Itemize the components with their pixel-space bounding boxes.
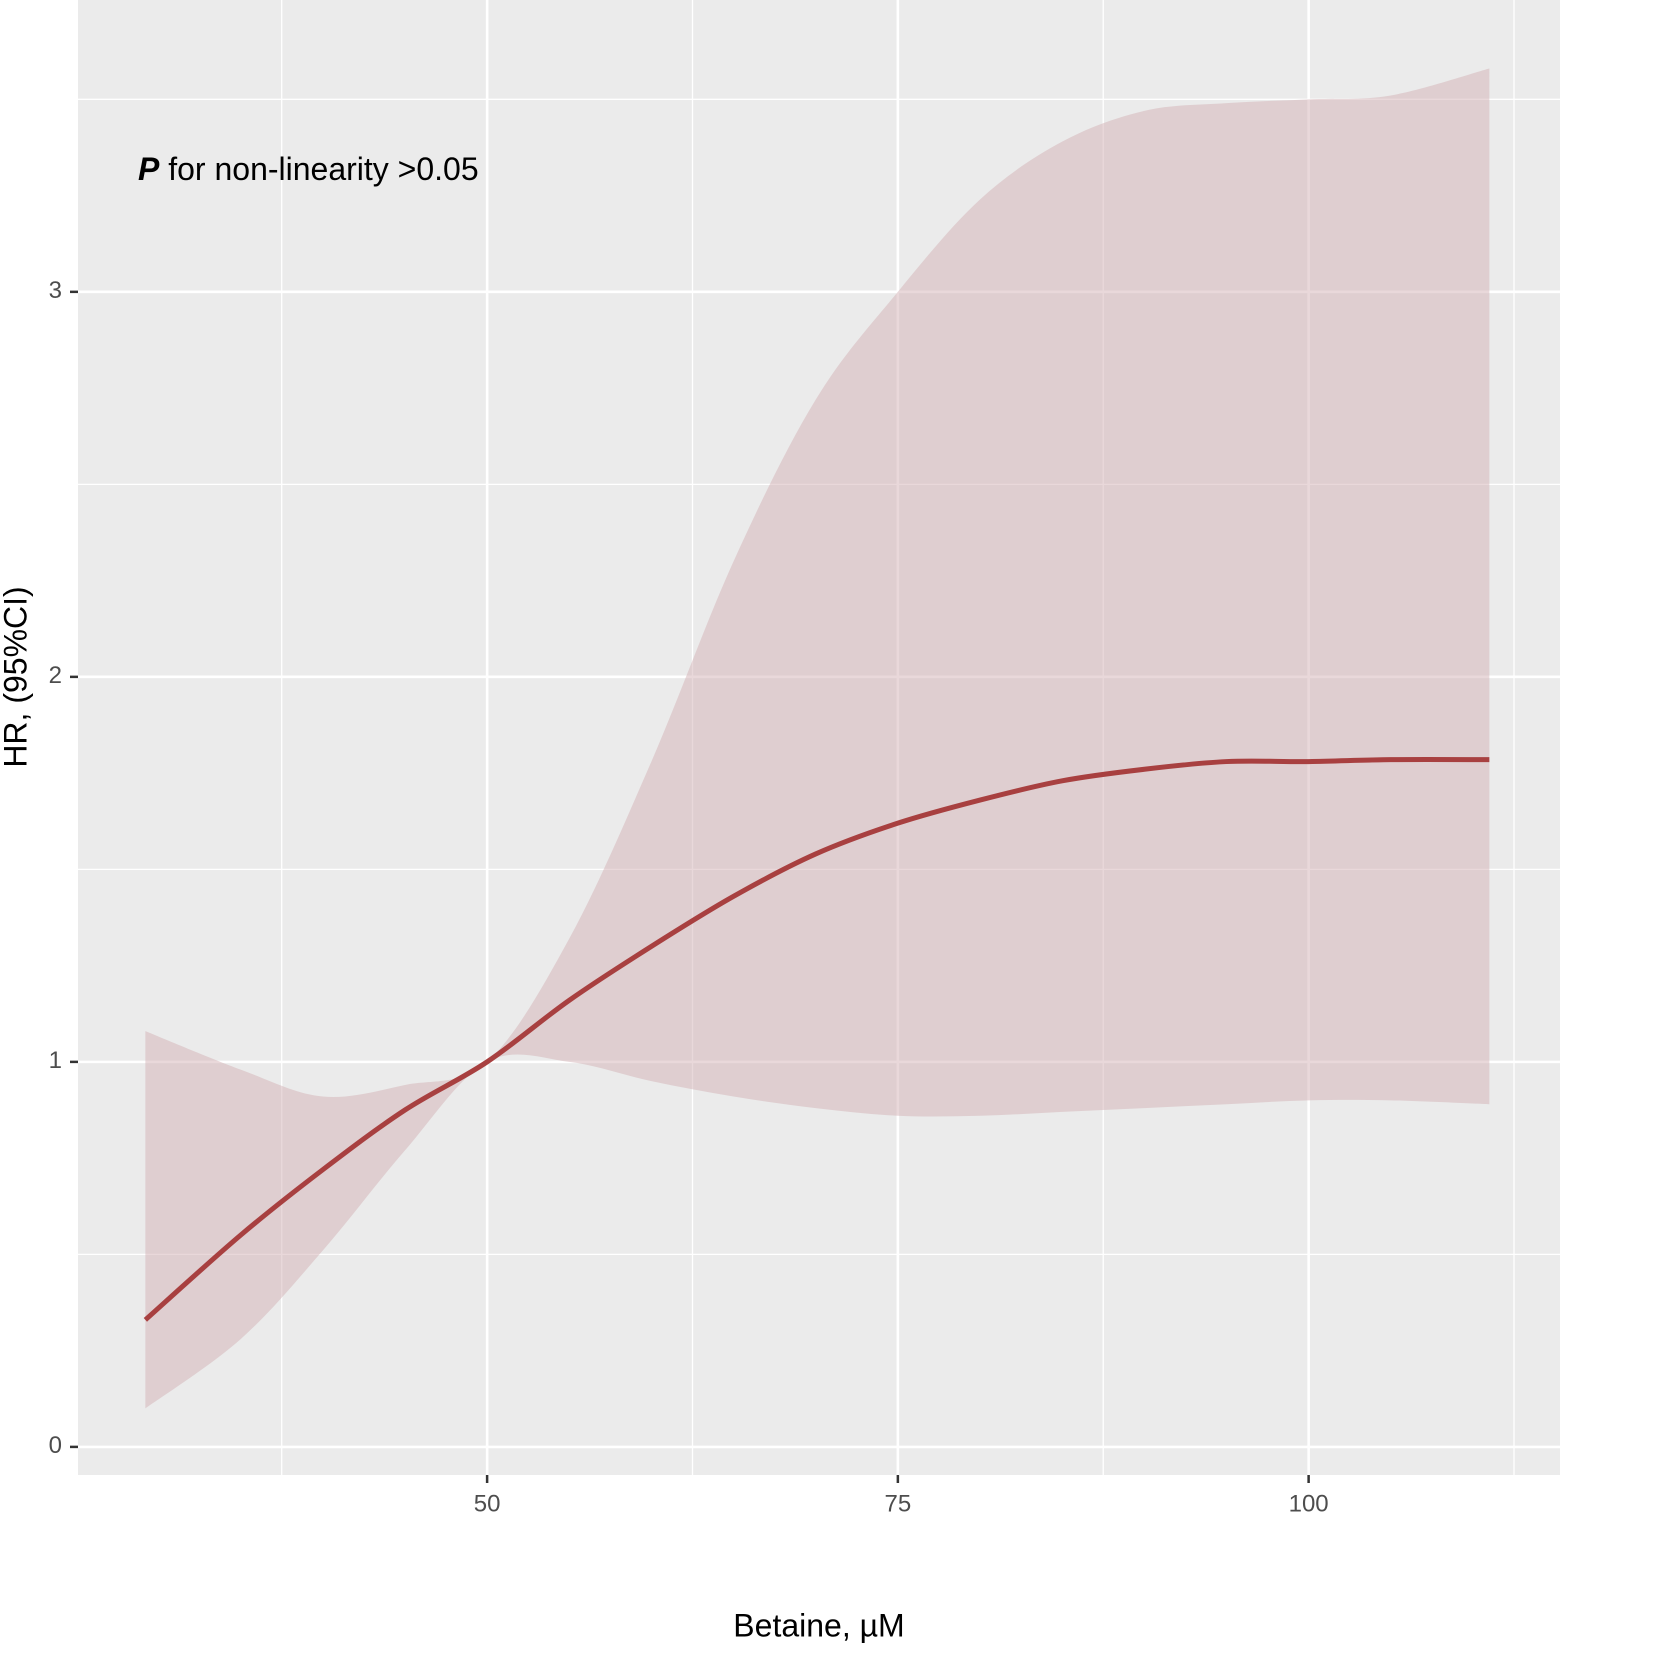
x-tick-label: 75 [885,1490,912,1517]
line [143,756,1490,1322]
y-tick-label: 1 [49,1047,62,1074]
annotation-text: for non-linearity >0.05 [168,151,478,187]
annotation: P for non-linearity >0.05 [138,151,479,187]
x-tick-label: 50 [474,1490,501,1517]
y-axis-title: HR, (95%CI) [0,586,33,767]
axes: 50 75 100 0 1 2 3 [49,277,1329,1517]
y-tick-label: 0 [49,1432,62,1459]
y-tick-label: 2 [49,662,62,689]
annotation-prefix: P [138,151,160,187]
x-axis-title: Betaine, µM [733,1607,904,1643]
y-tick-label: 3 [49,277,62,304]
marks [143,68,1490,1409]
confidence-band [145,68,1490,1409]
x-tick-label: 100 [1289,1490,1329,1517]
